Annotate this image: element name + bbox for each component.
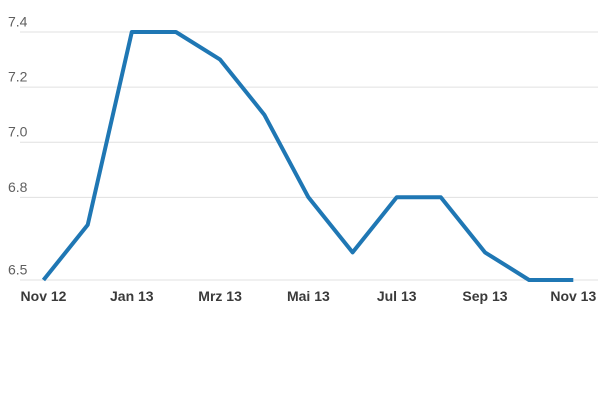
x-axis-tick-label: Nov 13 — [550, 288, 596, 304]
x-axis-tick-label: Mrz 13 — [198, 288, 242, 304]
x-axis-tick-label: Sep 13 — [462, 288, 507, 304]
x-axis-tick-label: Jul 13 — [377, 288, 417, 304]
y-axis-tick-label: 7.2 — [8, 69, 28, 85]
data-line-series — [41, 30, 574, 282]
x-axis-tick-label: Nov 12 — [21, 288, 67, 304]
y-axis-tick-label: 6.5 — [8, 262, 28, 278]
x-axis-tick-label: Mai 13 — [287, 288, 330, 304]
y-axis-tick-label: 6.8 — [8, 179, 28, 195]
x-axis-tick-label: Jan 13 — [110, 288, 154, 304]
y-axis-tick-label: 7.4 — [8, 14, 28, 30]
y-axis-tick-label: 7.0 — [8, 124, 28, 140]
